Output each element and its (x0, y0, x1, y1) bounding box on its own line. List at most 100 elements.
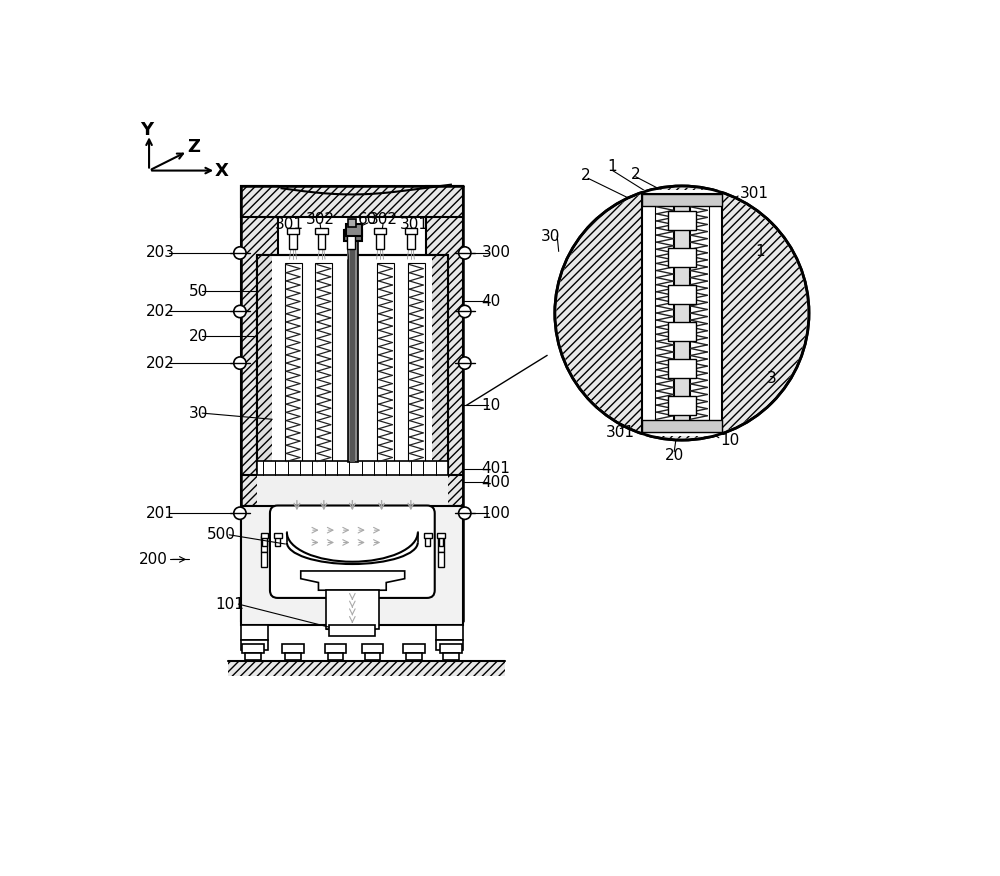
Bar (275, 536, 280, 546)
Circle shape (234, 357, 246, 369)
Text: 301: 301 (275, 217, 304, 232)
Bar (285, 653, 301, 660)
Bar (439, 536, 443, 546)
Text: X: X (215, 161, 228, 180)
Bar (374, 228, 386, 234)
Bar (405, 228, 417, 234)
Bar (668, 322, 696, 341)
Bar (436, 625, 463, 640)
Bar (261, 536, 267, 552)
Polygon shape (301, 571, 405, 590)
Bar (344, 230, 362, 241)
Bar (261, 552, 267, 567)
Circle shape (234, 507, 246, 519)
Text: 30: 30 (189, 406, 208, 420)
Wedge shape (556, 187, 682, 439)
Bar (406, 653, 422, 660)
Bar (315, 263, 332, 463)
Bar (440, 644, 462, 653)
Bar (426, 186, 463, 621)
Text: 301: 301 (399, 217, 428, 232)
Bar (241, 186, 463, 216)
Circle shape (234, 306, 246, 318)
Text: 300: 300 (482, 245, 511, 260)
Bar (668, 396, 696, 414)
Text: 50: 50 (189, 284, 208, 299)
Bar (328, 653, 343, 660)
Bar (426, 505, 463, 625)
Text: 40: 40 (482, 294, 501, 309)
Text: Y: Y (140, 121, 153, 138)
Bar (346, 224, 360, 232)
Bar (655, 205, 675, 420)
Bar (325, 644, 346, 653)
Bar (245, 653, 261, 660)
Bar (287, 228, 299, 234)
Text: 30: 30 (541, 229, 561, 244)
Text: 1: 1 (608, 159, 617, 174)
Bar (241, 475, 278, 505)
Bar (362, 644, 383, 653)
Bar (668, 359, 696, 378)
Bar (642, 194, 722, 206)
Bar (642, 194, 722, 433)
Text: 1: 1 (755, 244, 765, 259)
Bar (228, 661, 505, 676)
Text: 401: 401 (482, 461, 511, 476)
Bar (257, 255, 448, 471)
Bar (443, 653, 459, 660)
Bar (689, 205, 709, 420)
Bar (345, 228, 357, 234)
Bar (261, 533, 268, 538)
Text: 101: 101 (216, 597, 245, 611)
FancyBboxPatch shape (270, 505, 435, 598)
Bar (377, 263, 394, 463)
Text: 302: 302 (369, 212, 398, 227)
Circle shape (459, 247, 471, 259)
Text: 202: 202 (146, 356, 175, 371)
Bar (403, 644, 425, 653)
Bar (274, 533, 282, 538)
Bar (674, 204, 690, 422)
Bar (438, 552, 444, 567)
Bar (257, 475, 448, 505)
Bar (318, 232, 325, 249)
Text: 301: 301 (740, 187, 769, 201)
Bar (642, 190, 722, 436)
Bar (668, 211, 696, 230)
Text: 100: 100 (482, 505, 511, 520)
Bar (348, 235, 358, 462)
Bar (241, 186, 278, 621)
Text: 301: 301 (606, 425, 635, 440)
Bar (365, 653, 380, 660)
Text: Z: Z (187, 138, 200, 157)
Bar (376, 232, 384, 249)
Text: 2: 2 (581, 168, 590, 183)
Bar (241, 640, 268, 649)
Text: 60: 60 (358, 212, 377, 227)
Text: 203: 203 (146, 245, 175, 260)
Bar (425, 536, 430, 546)
Text: 200: 200 (139, 552, 168, 567)
Bar (348, 219, 356, 227)
Bar (282, 644, 304, 653)
Text: 20: 20 (189, 328, 208, 343)
Bar (426, 475, 463, 505)
Circle shape (234, 247, 246, 259)
Bar (668, 248, 696, 267)
Bar (642, 420, 722, 433)
Circle shape (459, 507, 471, 519)
Text: 2: 2 (631, 167, 641, 182)
Circle shape (555, 186, 809, 440)
Bar (262, 536, 267, 546)
Bar (407, 232, 415, 249)
Bar (437, 533, 445, 538)
Bar (438, 536, 444, 552)
Bar (326, 590, 379, 629)
Bar (315, 228, 328, 234)
Text: 10: 10 (720, 433, 740, 448)
Text: 201: 201 (146, 505, 175, 520)
Bar (285, 263, 302, 463)
Bar (424, 533, 432, 538)
Bar (241, 505, 278, 625)
